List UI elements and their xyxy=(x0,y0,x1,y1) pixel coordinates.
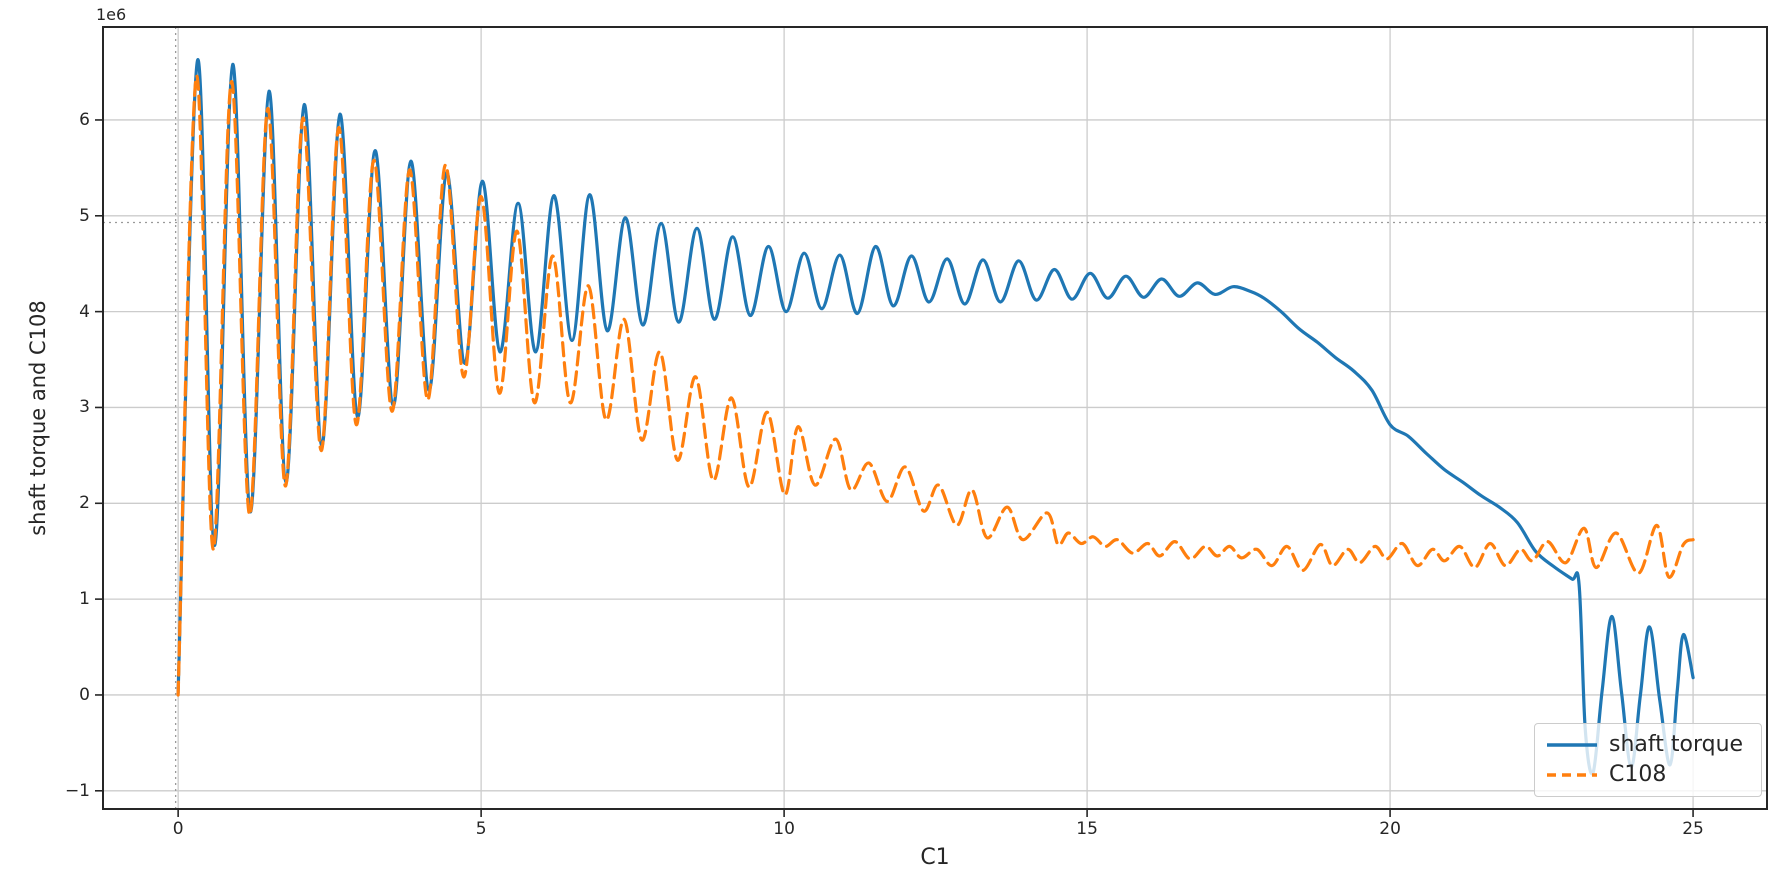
x-axis-label: C1 xyxy=(920,845,950,870)
x-tick-label: 20 xyxy=(1379,819,1401,839)
legend-line-sample-dashed xyxy=(1547,773,1597,777)
x-tick-label: 5 xyxy=(475,819,487,839)
series-line-shaft-torque xyxy=(176,58,1695,776)
y-tick-label: −1 xyxy=(64,780,90,801)
x-tick-label: 10 xyxy=(773,819,795,839)
legend: shaft torque C108 xyxy=(1534,723,1762,797)
legend-label-shaft-torque: shaft torque xyxy=(1609,732,1744,757)
legend-item-c108: C108 xyxy=(1547,764,1749,786)
y-tick-label: 0 xyxy=(79,684,90,705)
y-tick-label: 5 xyxy=(79,205,90,226)
y-tick-label: 1 xyxy=(79,589,90,610)
y-tick-label: 4 xyxy=(79,301,90,322)
x-tick-label: 25 xyxy=(1682,819,1704,839)
legend-item-shaft-torque: shaft torque xyxy=(1547,734,1749,756)
y-tick-label: 3 xyxy=(79,397,90,418)
axes-spines xyxy=(102,26,1768,810)
series-line-C108 xyxy=(176,74,1695,697)
x-tick-label: 15 xyxy=(1076,819,1098,839)
x-tick-label: 0 xyxy=(172,819,184,839)
y-tick-label: 2 xyxy=(79,493,90,514)
legend-line-sample-solid xyxy=(1547,743,1597,747)
y-axis-offset-label: 1e6 xyxy=(96,5,127,24)
legend-label-c108: C108 xyxy=(1609,762,1667,787)
y-tick-label: 6 xyxy=(79,109,90,130)
